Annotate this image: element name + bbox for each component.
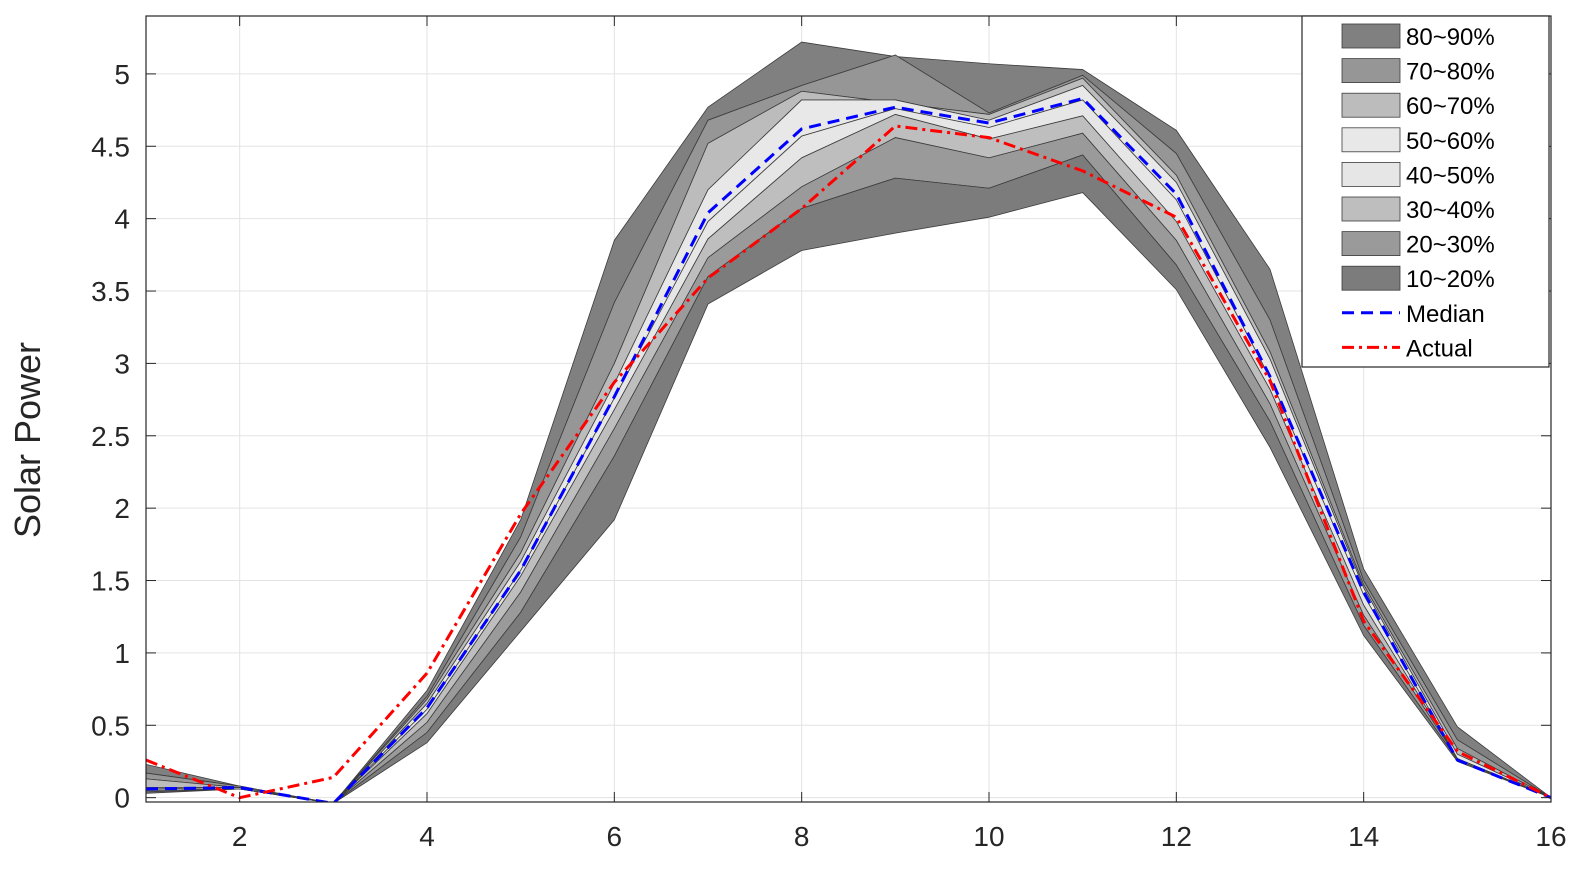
legend-swatch [1341,196,1401,222]
median-line [146,97,1551,802]
x-tick-label: 16 [1535,821,1566,852]
legend-label: 70~80% [1406,59,1495,86]
x-tick-label: 8 [794,821,810,852]
x-tick-label: 6 [607,821,623,852]
legend-label: Median [1406,301,1485,328]
y-tick-label: 2.5 [91,421,130,452]
y-tick-label: 2 [114,493,130,524]
band-10-20 [146,154,1551,802]
y-tick-label: 3 [114,348,130,379]
y-tick-label: 0 [114,783,130,814]
legend-swatch [1341,231,1401,257]
x-tick-label: 4 [419,821,435,852]
legend-swatch [1341,58,1401,83]
y-tick-label: 4 [114,204,130,235]
quantile-bands [146,41,1551,802]
y-tick-label: 5 [114,59,130,90]
y-tick-label: 0.5 [91,710,130,741]
x-tick-label: 12 [1161,821,1192,852]
legend-label: 80~90% [1406,24,1495,51]
legend-label: 10~20% [1406,266,1495,293]
legend-label: 60~70% [1406,93,1495,120]
y-axis-title: Solar Power [7,342,48,538]
legend-label: 20~30% [1406,232,1495,259]
actual-line [146,124,1551,800]
tick-labels: 2 4 6 8 10 12 14 16 0 0.5 1 1.5 2 2.5 3 3.5 4 4.5 5 [91,59,1567,852]
legend-label: 40~50% [1406,162,1495,189]
legend-swatch [1341,127,1401,153]
x-tick-label: 14 [1348,821,1379,852]
plot-frame [145,15,1552,803]
legend-swatch [1341,92,1401,118]
x-tick-label: 10 [973,821,1004,852]
y-tick-label: 4.5 [91,131,130,162]
legend-label: 30~40% [1406,197,1495,224]
legend-swatch [1341,161,1401,187]
legend: 80~90% 70~80% 60~70% 50~60% 40~50% 30~40% 20~3… [1301,15,1550,368]
legend-label: 50~60% [1406,128,1495,155]
legend-label: Actual [1406,335,1473,362]
y-tick-label: 1 [114,638,130,669]
legend-swatch [1341,265,1401,291]
series-lines [146,97,1551,802]
y-tick-label: 1.5 [91,566,130,597]
x-tick-label: 2 [232,821,248,852]
y-tick-label: 3.5 [91,276,130,307]
legend-swatch [1341,23,1401,49]
